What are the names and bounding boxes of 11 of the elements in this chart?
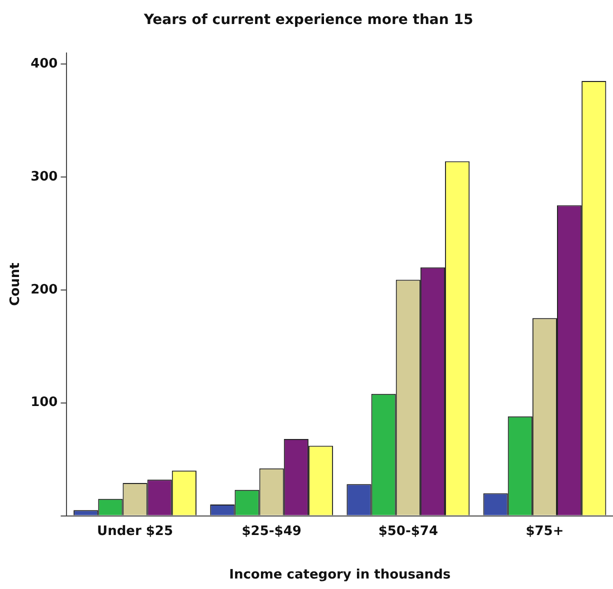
y-tick-label: 300 [30, 169, 58, 184]
y-tick-label: 400 [30, 56, 58, 72]
y-tick-label: 200 [30, 282, 58, 298]
x-tick-label: $75+ [526, 524, 564, 539]
x-tick-label: Under $25 [97, 524, 174, 539]
chart-title: Years of current experience more than 15 [142, 12, 474, 28]
x-tick-label: $50-$74 [378, 524, 438, 539]
x-tick-label: $25-$49 [242, 524, 302, 539]
y-axis-title: Count [8, 262, 24, 306]
y-tick-label: 100 [30, 395, 58, 410]
x-axis-title: Income category in thousands [229, 568, 451, 583]
